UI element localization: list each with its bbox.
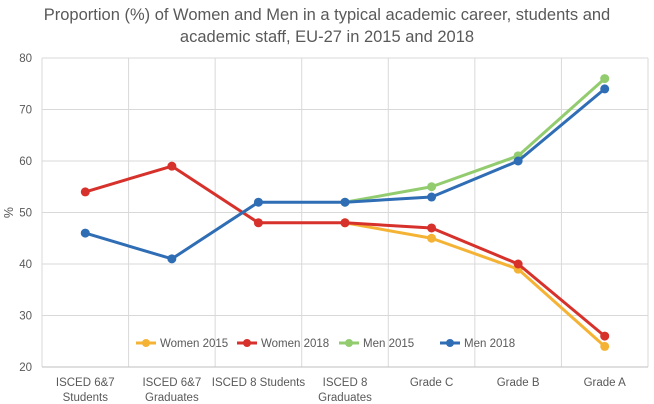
chart-title: Proportion (%) of Women and Men in a typ… [0,4,654,48]
x-tick-label: ISCED 8 Students [212,377,306,389]
point-men-2018 [253,197,263,207]
point-women-2015 [600,341,610,351]
x-tick-label: Grade C [410,377,453,389]
legend-label: Men 2015 [363,338,414,350]
axes: 20 30 40 50 60 70 80 ISCED 6&7 Students ISCED 6&7… [2,53,648,404]
x-tick-label: Grade B [497,377,540,389]
legend-label: Women 2018 [261,338,329,350]
series-line-women-2018 [83,164,607,338]
chart-title-line-1: Proportion (%) of Women and Men in a typ… [43,6,611,24]
series-line-men-2015 [343,77,607,204]
legend: Women 2015 Women 2018 Men 2015 Men 2018 [136,338,515,350]
point-men-2018 [513,156,523,166]
point-women-2018 [167,161,177,171]
point-men-2018 [427,192,437,202]
point-women-2018 [80,187,90,197]
y-tick-label: 80 [19,53,32,65]
legend-marker [446,339,454,347]
point-women-2018 [513,259,523,269]
point-women-2018 [253,218,263,228]
point-women-2015 [427,233,437,243]
legend-marker [142,339,150,347]
point-men-2018 [340,197,350,207]
chart-title-line-2: academic staff, EU-27 in 2015 and 2018 [179,28,475,46]
series-line-men-2018 [83,87,607,261]
legend-item: Men 2018 [440,338,515,350]
series-lines [80,74,610,351]
legend-label: Men 2018 [464,338,515,350]
legend-marker [243,339,251,347]
y-axis-label: % [2,207,16,218]
x-tick-label: ISCED 8 Graduates [318,377,372,404]
point-men-2015 [427,182,437,192]
legend-item: Men 2015 [339,338,414,350]
point-men-2018 [600,84,610,94]
legend-item: Women 2015 [136,338,228,350]
point-women-2018 [427,223,437,233]
point-men-2018 [80,228,90,238]
y-tick-label: 50 [19,208,32,220]
y-tick-label: 60 [19,156,32,168]
x-tick-label: Grade A [584,377,627,389]
point-men-2015 [600,74,610,84]
legend-item: Women 2018 [237,338,329,350]
y-tick-label: 40 [19,259,32,271]
grid [41,57,649,367]
point-women-2018 [600,331,610,341]
series-line-women-2015 [343,221,607,348]
x-tick-label: ISCED 6&7 Graduates [142,377,201,404]
x-tick-label: ISCED 6&7 Students [56,377,115,404]
legend-marker [345,339,353,347]
legend-label: Women 2015 [160,338,228,350]
y-tick-label: 70 [19,105,32,117]
y-tick-label: 30 [19,311,32,323]
point-women-2018 [340,218,350,228]
point-men-2018 [167,254,177,264]
y-tick-label: 20 [19,362,32,374]
